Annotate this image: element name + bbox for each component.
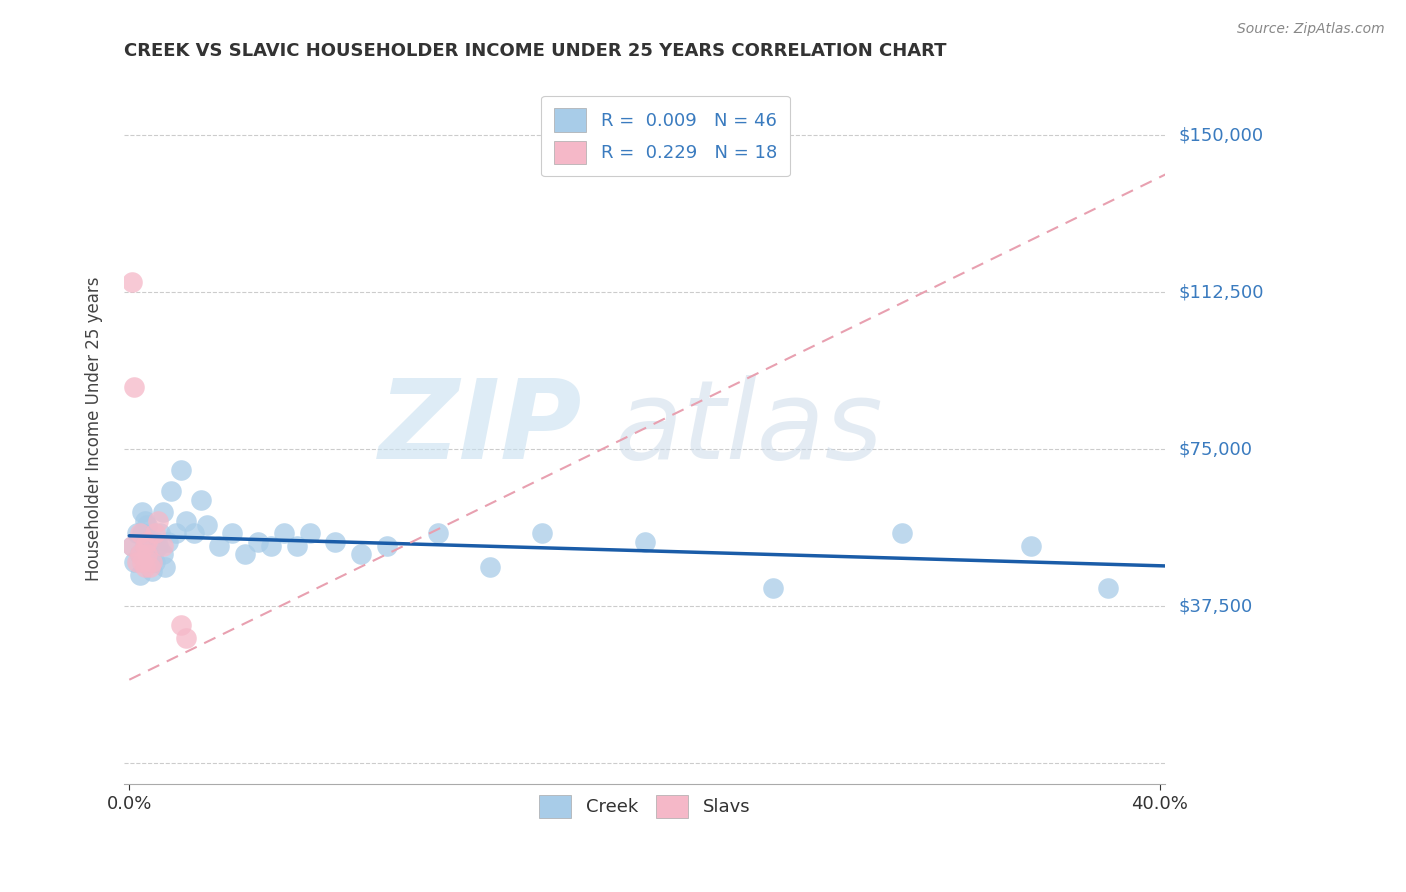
Point xyxy=(1097,581,1119,595)
Text: ZIP: ZIP xyxy=(378,375,582,482)
Y-axis label: Householder Income Under 25 years: Householder Income Under 25 years xyxy=(86,277,103,581)
Point xyxy=(124,556,146,570)
Point xyxy=(121,539,143,553)
Point xyxy=(136,517,159,532)
Point xyxy=(124,379,146,393)
Point xyxy=(139,559,162,574)
Point xyxy=(139,547,162,561)
Point xyxy=(128,547,150,561)
Point xyxy=(128,526,150,541)
Point xyxy=(152,547,174,561)
Point xyxy=(155,559,177,574)
Point xyxy=(141,556,163,570)
Point xyxy=(136,534,159,549)
Point xyxy=(165,526,187,541)
Point xyxy=(298,526,321,541)
Point xyxy=(128,547,150,561)
Point xyxy=(152,539,174,553)
Point xyxy=(125,556,148,570)
Point xyxy=(143,534,166,549)
Point xyxy=(479,559,502,574)
Point xyxy=(134,514,156,528)
Point xyxy=(143,556,166,570)
Point xyxy=(174,514,197,528)
Point xyxy=(208,539,231,553)
Point xyxy=(141,564,163,578)
Text: $37,500: $37,500 xyxy=(1180,598,1253,615)
Legend: Creek, Slavs: Creek, Slavs xyxy=(531,788,758,825)
Point xyxy=(375,539,398,553)
Point xyxy=(131,526,153,541)
Point xyxy=(427,526,450,541)
Point xyxy=(170,463,193,477)
Point xyxy=(285,539,308,553)
Point xyxy=(143,526,166,541)
Point xyxy=(325,534,347,549)
Point xyxy=(170,618,193,632)
Point xyxy=(131,556,153,570)
Text: $150,000: $150,000 xyxy=(1180,127,1264,145)
Point xyxy=(121,539,143,553)
Point xyxy=(350,547,373,561)
Point xyxy=(152,505,174,519)
Text: CREEK VS SLAVIC HOUSEHOLDER INCOME UNDER 25 YEARS CORRELATION CHART: CREEK VS SLAVIC HOUSEHOLDER INCOME UNDER… xyxy=(124,42,946,60)
Point xyxy=(156,534,179,549)
Point xyxy=(146,514,169,528)
Point xyxy=(125,526,148,541)
Point xyxy=(530,526,553,541)
Point xyxy=(1019,539,1042,553)
Point xyxy=(134,539,156,553)
Point xyxy=(633,534,655,549)
Point xyxy=(146,539,169,553)
Point xyxy=(121,275,143,289)
Point xyxy=(260,539,283,553)
Point xyxy=(190,492,212,507)
Point xyxy=(149,526,172,541)
Point xyxy=(762,581,785,595)
Text: atlas: atlas xyxy=(614,375,883,482)
Point xyxy=(273,526,295,541)
Point xyxy=(159,484,181,499)
Point xyxy=(221,526,243,541)
Point xyxy=(233,547,256,561)
Text: $75,000: $75,000 xyxy=(1180,441,1253,458)
Text: $112,500: $112,500 xyxy=(1180,284,1264,301)
Text: Source: ZipAtlas.com: Source: ZipAtlas.com xyxy=(1237,22,1385,37)
Point xyxy=(174,631,197,645)
Point xyxy=(891,526,914,541)
Point xyxy=(136,547,159,561)
Point xyxy=(131,505,153,519)
Point xyxy=(128,568,150,582)
Point xyxy=(183,526,205,541)
Point xyxy=(195,517,218,532)
Point xyxy=(134,559,156,574)
Point xyxy=(247,534,270,549)
Point xyxy=(134,539,156,553)
